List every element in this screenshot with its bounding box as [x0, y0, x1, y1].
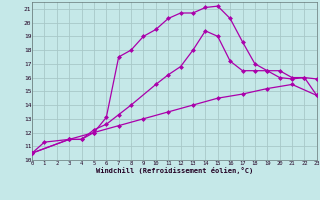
X-axis label: Windchill (Refroidissement éolien,°C): Windchill (Refroidissement éolien,°C)	[96, 167, 253, 174]
